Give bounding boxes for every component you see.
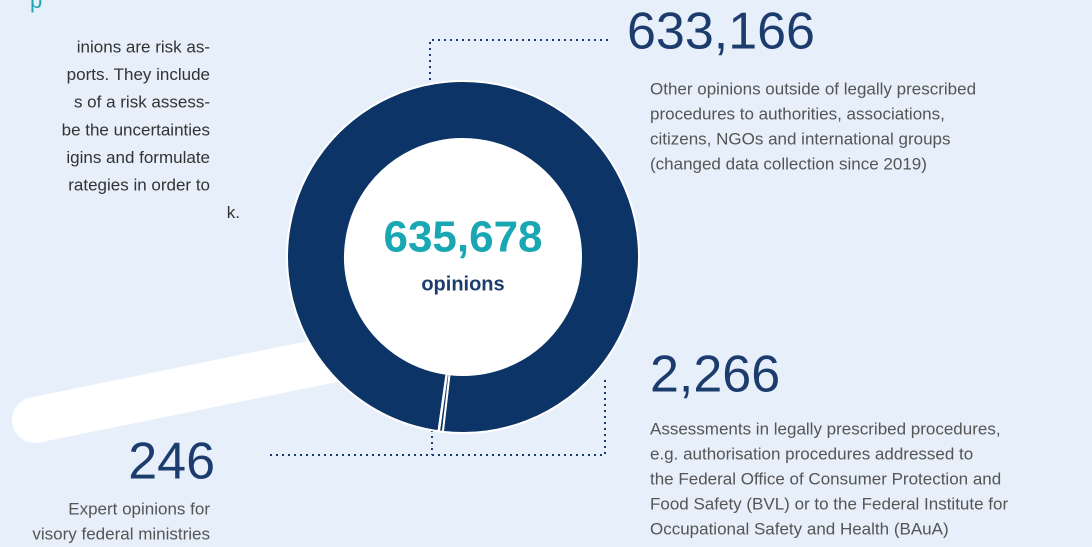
heading: p — [30, 0, 42, 13]
center-label: opinions — [421, 273, 504, 295]
segment-description: Food Safety (BVL) or to the Federal Inst… — [650, 494, 1008, 513]
segment-description: Other opinions outside of legally prescr… — [650, 79, 976, 98]
segment-description: the Federal Office of Consumer Protectio… — [650, 469, 1001, 488]
segment-value: 633,166 — [627, 3, 815, 61]
donut-hole — [345, 139, 581, 375]
segment-description: Expert opinions for — [68, 499, 210, 518]
leader-line — [270, 380, 606, 456]
segment-description: (changed data collection since 2019) — [650, 154, 927, 173]
intro-line: rategies in order to — [68, 175, 210, 194]
segment-description: procedures to authorities, associations, — [650, 104, 945, 123]
intro-line: inions are risk as- — [77, 37, 210, 56]
intro-line: ports. They include — [67, 65, 210, 84]
segment-description: e.g. authorisation procedures addressed … — [650, 444, 973, 463]
magnifier-handle — [12, 337, 353, 443]
total-value: 635,678 — [383, 213, 542, 262]
segment-value: 2,266 — [650, 346, 780, 404]
intro-line: be the uncertainties — [62, 120, 210, 139]
intro-line: s of a risk assess- — [74, 93, 210, 112]
segment-description: visory federal ministries — [32, 524, 210, 543]
segment-value: 246 — [128, 433, 215, 491]
segment-description: citizens, NGOs and international groups — [650, 129, 951, 148]
leader-line — [429, 39, 612, 80]
segment-description: Assessments in legally prescribed proced… — [650, 419, 1001, 438]
segment-description: Occupational Safety and Health (BAuA) — [650, 519, 949, 538]
intro-line: k. — [227, 203, 240, 222]
intro-line: igins and formulate — [66, 148, 210, 167]
